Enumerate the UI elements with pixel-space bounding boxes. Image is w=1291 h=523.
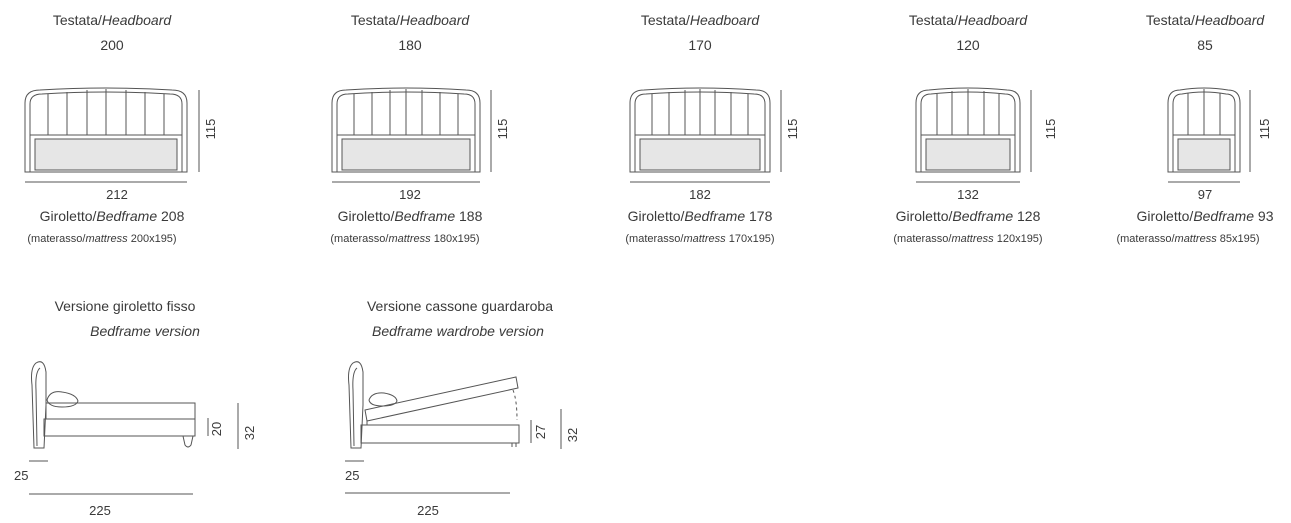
headboard-title-170: Testata/Headboard bbox=[640, 12, 760, 28]
headboard-size-85: 85 bbox=[1197, 37, 1213, 53]
headboard-title-180: Testata/Headboard bbox=[350, 12, 470, 28]
headboard-size-170: 170 bbox=[688, 37, 712, 53]
bedframe-label-128: Giroletto/Bedframe 128 bbox=[895, 208, 1041, 224]
bedframe-label-178: Giroletto/Bedframe 178 bbox=[627, 208, 773, 224]
headboard-drawing-180 bbox=[331, 87, 492, 183]
headboard-title-200: Testata/Headboard bbox=[52, 12, 172, 28]
bedframe-label-93: Giroletto/Bedframe 93 bbox=[1136, 208, 1274, 224]
headboard-drawing-85 bbox=[1167, 87, 1251, 183]
mattress-label-170: (materasso/mattress 170x195) bbox=[625, 233, 775, 245]
frame-width-132: 132 bbox=[957, 187, 979, 202]
frame-width-192: 192 bbox=[399, 187, 421, 202]
mattress-label-120: (materasso/mattress 120x195) bbox=[893, 233, 1043, 245]
side-view-wardrobe bbox=[345, 361, 562, 494]
headboard-title-85: Testata/Headboard bbox=[1145, 12, 1265, 28]
mattress-label-180: (materasso/mattress 180x195) bbox=[330, 233, 480, 245]
side-head-dim-2: 25 bbox=[345, 468, 360, 483]
side-head-dim-1: 25 bbox=[14, 468, 29, 483]
mattress-label-85: (materasso/mattress 85x195) bbox=[1116, 233, 1260, 245]
headboard-size-180: 180 bbox=[398, 37, 422, 53]
version-title-fixed: Versione giroletto fisso bbox=[54, 298, 196, 314]
bedframe-label-188: Giroletto/Bedframe 188 bbox=[337, 208, 483, 224]
side-view-fixed bbox=[29, 361, 239, 495]
bedframe-label-208: Giroletto/Bedframe 208 bbox=[39, 208, 185, 224]
mattress-label-200: (materasso/mattress 200x195) bbox=[27, 233, 177, 245]
frame-width-97: 97 bbox=[1197, 187, 1213, 202]
version-subtitle-fixed: Bedframe version bbox=[90, 323, 200, 339]
headboard-size-120: 120 bbox=[956, 37, 980, 53]
frame-width-182: 182 bbox=[689, 187, 711, 202]
version-title-wardrobe: Versione cassone guardaroba bbox=[366, 298, 554, 314]
headboard-drawing-170 bbox=[629, 87, 782, 183]
headboard-drawing-120 bbox=[915, 87, 1032, 183]
side-length-dim-2: 225 bbox=[417, 503, 439, 518]
version-subtitle-wardrobe: Bedframe wardrobe version bbox=[372, 323, 544, 339]
headboard-drawing-200 bbox=[24, 87, 200, 183]
side-length-dim-1: 225 bbox=[89, 503, 111, 518]
headboard-title-120: Testata/Headboard bbox=[908, 12, 1028, 28]
frame-width-212: 212 bbox=[106, 187, 128, 202]
headboard-size-200: 200 bbox=[100, 37, 124, 53]
